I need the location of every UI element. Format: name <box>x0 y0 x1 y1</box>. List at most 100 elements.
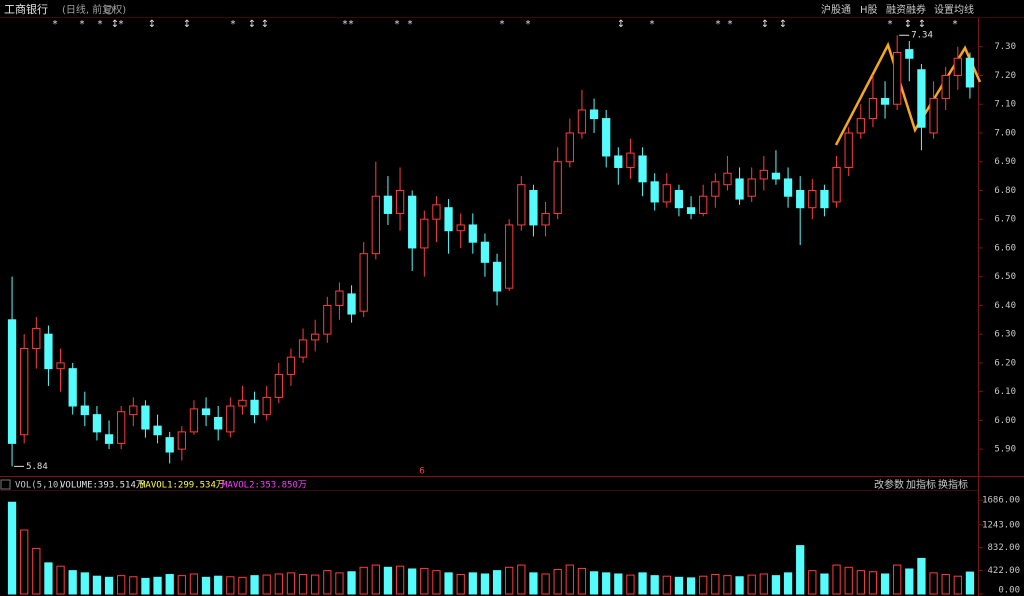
volume-bar <box>917 557 926 595</box>
event-marker: * <box>953 19 958 30</box>
volume-bar <box>141 577 150 595</box>
candle-body <box>32 327 41 350</box>
candle-body <box>602 118 611 157</box>
candle-body <box>674 189 684 209</box>
y-tick-label: 6.10 <box>994 387 1016 397</box>
y-tick-label: 6.40 <box>994 301 1016 311</box>
candle-body <box>686 207 696 214</box>
volume-bar <box>747 574 756 595</box>
candle-body <box>492 261 502 292</box>
legend-entry: MAVOL1:299.534万 <box>140 481 225 491</box>
candle-body <box>844 132 853 168</box>
candle-body <box>56 362 65 370</box>
y-tick-label: 6.90 <box>994 157 1016 167</box>
volume-bar <box>444 572 453 595</box>
volume-bar <box>723 575 732 595</box>
candle-body <box>577 109 587 134</box>
volume-bar <box>638 572 647 595</box>
tool-button[interactable]: 加指标 <box>906 478 936 491</box>
volume-bar <box>783 572 793 595</box>
volume-bar <box>395 565 405 595</box>
y-tick-label: 7.10 <box>994 100 1016 110</box>
candle-body <box>141 405 150 430</box>
tab[interactable]: 沪股通 <box>821 3 851 16</box>
event-marker: * <box>80 19 85 30</box>
candle-body <box>432 204 441 220</box>
candle-body <box>614 155 623 168</box>
event-marker: ↕ <box>761 19 769 30</box>
volume-bar <box>602 572 611 595</box>
candle-body <box>589 109 599 120</box>
candle-body <box>783 178 793 197</box>
event-marker: * <box>98 19 103 30</box>
candle-body <box>662 184 671 203</box>
candle-body <box>298 339 308 358</box>
event-marker: * <box>395 19 400 30</box>
event-marker: ↕ <box>248 19 256 30</box>
candle-body <box>153 425 162 436</box>
candle-body <box>699 195 708 214</box>
candle-body <box>565 132 574 163</box>
volume-bar <box>541 573 550 595</box>
candle-body <box>323 304 332 335</box>
volume-bar <box>238 576 247 595</box>
candle-body <box>44 333 53 370</box>
volume-bar <box>117 575 126 595</box>
tool-button[interactable]: 换指标 <box>938 478 968 491</box>
volume-bar <box>335 572 344 595</box>
volume-bar <box>577 567 587 595</box>
volume-bar <box>420 567 429 595</box>
volume-bar <box>589 571 599 595</box>
volume-bar <box>614 573 623 595</box>
tab[interactable]: 融资融券 <box>886 3 926 16</box>
volume-bar <box>359 566 368 595</box>
candle-body <box>117 411 126 444</box>
volume-bar <box>553 569 562 595</box>
y-tick-label: 6.60 <box>994 243 1016 253</box>
volume-bar <box>298 574 308 595</box>
candle-body <box>201 408 211 416</box>
y-tick-label: 7.20 <box>994 71 1016 81</box>
y-tick-label: 1243.00 <box>982 520 1020 530</box>
candle-body <box>311 333 320 341</box>
candle-body <box>880 97 890 105</box>
candle-body <box>214 417 223 430</box>
volume-bar <box>129 576 138 595</box>
candle-body <box>820 189 829 209</box>
legend-entry: MAVOL2:353.850万 <box>222 481 307 491</box>
event-marker: * <box>888 19 893 30</box>
tool-button[interactable]: 改参数 <box>874 478 904 491</box>
candle-body <box>626 152 635 168</box>
volume-bar <box>492 570 502 595</box>
candle-body <box>856 118 865 134</box>
candle-body <box>104 434 114 444</box>
legend-entry: VOLUME:393.514万 <box>60 481 145 491</box>
event-marker: ↕ <box>261 19 269 30</box>
volume-bar <box>856 570 865 595</box>
event-marker: * <box>231 19 236 30</box>
tab[interactable]: 设置均线 <box>934 3 974 16</box>
event-marker: * <box>650 19 655 30</box>
volume-bar <box>820 573 829 595</box>
volume-bar <box>468 572 477 595</box>
candle-body <box>383 195 393 214</box>
volume-bar <box>311 574 320 595</box>
candle-body <box>553 161 562 214</box>
volume-bar <box>517 564 526 595</box>
candle-body <box>20 348 29 436</box>
help-icon[interactable] <box>0 479 11 490</box>
volume-bar <box>686 577 696 595</box>
volume-bar <box>905 568 914 595</box>
volume-bar <box>832 564 841 595</box>
candle-body <box>347 293 356 315</box>
volume-bar <box>56 565 65 595</box>
tab[interactable]: H股 <box>860 4 878 16</box>
settings-icon[interactable] <box>104 5 114 15</box>
event-marker: ↕ <box>148 19 156 30</box>
volume-bar <box>214 575 223 595</box>
candle-body <box>420 218 429 249</box>
volume-title: VOL(5,10) <box>15 481 64 491</box>
volume-bar <box>347 571 356 595</box>
volume-bar <box>808 570 817 595</box>
candle-body <box>408 195 417 249</box>
